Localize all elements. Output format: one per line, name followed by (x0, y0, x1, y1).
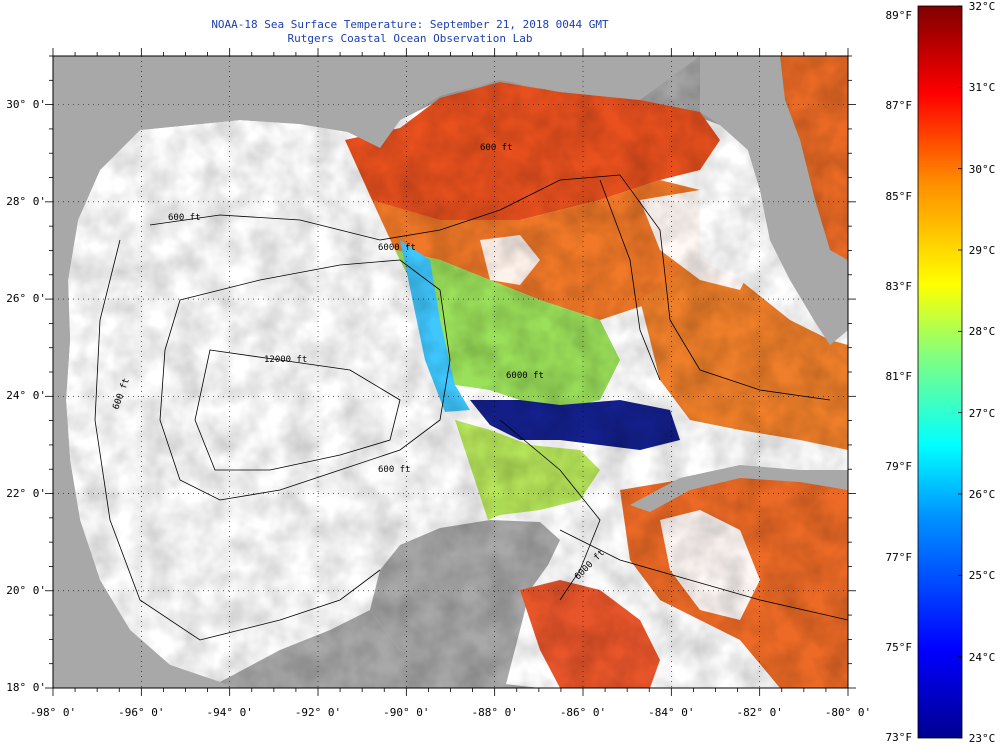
mexico-coast-land (53, 220, 240, 688)
latitude-tick-label: 26° 0' (6, 292, 46, 306)
colorbar-gradient (917, 5, 963, 739)
florida-land (700, 56, 848, 345)
longitude-tick-label: -90° 0' (383, 706, 430, 719)
figure-subtitle: Rutgers Coastal Ocean Observation Lab (287, 32, 533, 45)
latitude-tick-label: 30° 0' (6, 97, 46, 111)
axis-ticks (45, 48, 856, 696)
bathymetry-contours (94, 174, 848, 641)
longitude-tick-label: -92° 0' (294, 706, 342, 719)
colorbar-f-label: 81°F (885, 370, 913, 383)
us-coast-land (53, 56, 700, 230)
longitude-tick-label: -82° 0' (736, 706, 783, 719)
latitude-tick-label: 28° 0' (6, 194, 46, 208)
colorbar-c-label: 30°C (968, 162, 996, 176)
colorbar-f-label: 85°F (885, 189, 913, 203)
colorbar-c-label: 28°C (968, 325, 996, 339)
svg-text:600 ft: 600 ft (480, 143, 513, 153)
figure-title: NOAA-18 Sea Surface Temperature: Septemb… (211, 18, 609, 31)
colorbar-c-label: 31°C (968, 81, 996, 95)
graticule-lines (53, 56, 848, 688)
colorbar-c-label: 29°C (968, 244, 996, 257)
longitude-tick-label: -98° 0' (29, 706, 77, 719)
longitude-tick-label: -86° 0' (559, 706, 607, 719)
longitude-tick-label: -80° 0' (824, 706, 872, 719)
svg-text:600 ft: 600 ft (168, 213, 201, 223)
svg-text:6000 ft: 6000 ft (378, 243, 416, 253)
colorbar-ticks (958, 5, 962, 739)
colorbar-c-label: 27°C (968, 406, 996, 420)
colorbar-c-label: 32°C (968, 0, 996, 13)
svg-text:12000 ft: 12000 ft (264, 355, 307, 365)
colorbar-c-label: 26°C (968, 488, 996, 501)
svg-text:6000 ft: 6000 ft (506, 371, 544, 381)
colorbar-f-label: 79°F (885, 460, 913, 474)
longitude-tick-label: -84° 0' (648, 706, 695, 719)
colorbar-f-label: 89°F (885, 9, 913, 22)
colorbar-f-label: 87°F (885, 99, 913, 113)
svg-text:600 ft: 600 ft (378, 465, 411, 475)
colorbar-f-label: 77°F (885, 550, 913, 564)
latitude-tick-label: 20° 0' (6, 583, 46, 597)
sst-swath (53, 56, 848, 688)
colorbar-c-label: 24°C (968, 650, 996, 664)
latitude-tick-label: 24° 0' (6, 389, 46, 403)
latitude-tick-label: 18° 0' (6, 681, 46, 694)
longitude-tick-label: -96° 0' (118, 706, 165, 719)
colorbar-c-label: 25°C (968, 569, 996, 583)
longitude-tick-label: -94° 0' (206, 706, 253, 719)
colorbar-f-label: 83°F (885, 279, 913, 293)
longitude-tick-label: -88° 0' (471, 706, 518, 719)
colorbar-c-label: 23°C (968, 732, 996, 745)
latitude-tick-label: 22° 0' (6, 486, 46, 500)
colorbar-f-label: 75°F (885, 640, 913, 654)
colorbar-f-label: 73°F (885, 731, 913, 744)
cuba-land (630, 465, 848, 512)
